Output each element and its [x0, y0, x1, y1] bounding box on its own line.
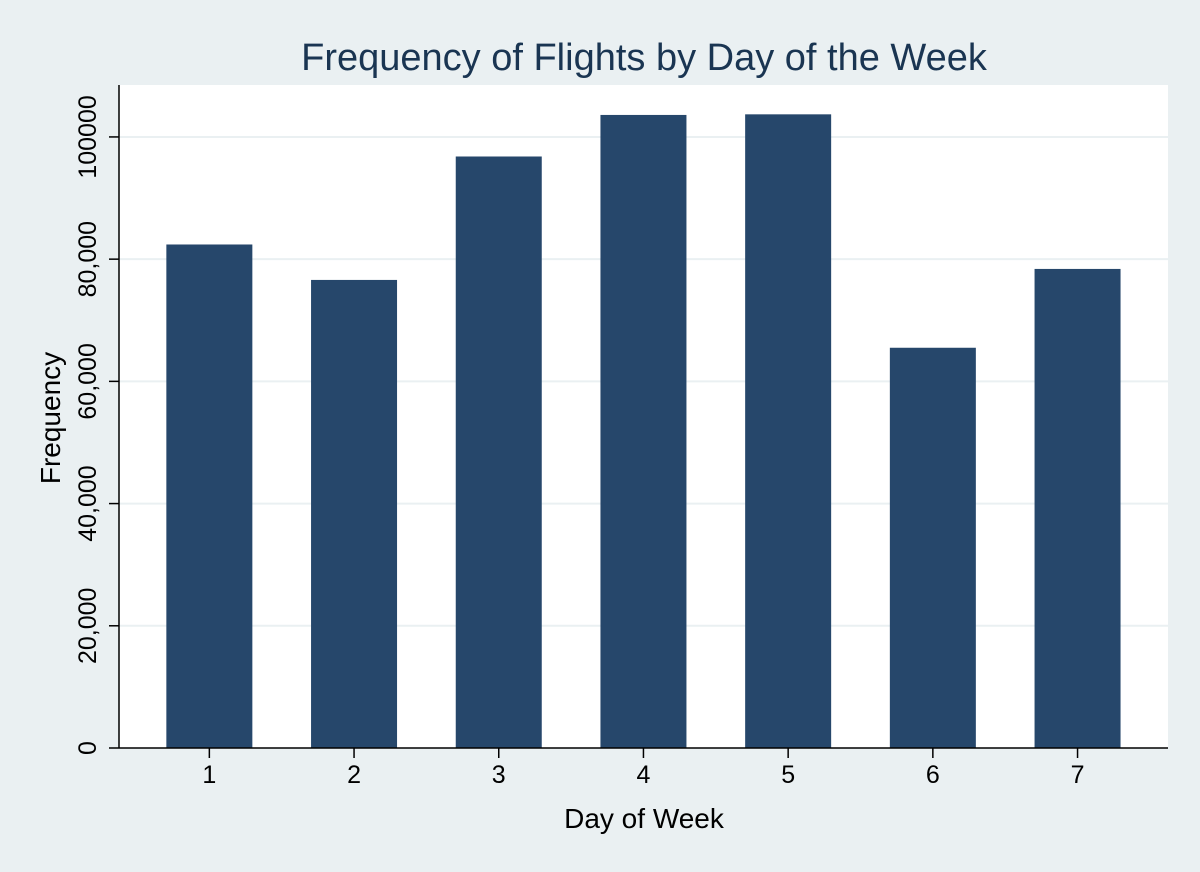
y-tick-label: 0 [74, 741, 102, 755]
chart-title: Frequency of Flights by Day of the Week [301, 37, 988, 79]
x-axis-ticks: 1 2 3 4 5 6 7 [202, 748, 1085, 789]
x-tick-label-5: 5 [781, 761, 795, 789]
x-tick-label-6: 6 [926, 761, 940, 789]
y-tick-label: 100000 [74, 95, 102, 178]
bars [166, 114, 1121, 749]
x-tick-label-1: 1 [202, 761, 216, 789]
bar-7 [1034, 268, 1121, 748]
bar-6 [889, 347, 976, 748]
x-tick-label-3: 3 [492, 761, 506, 789]
bar-5 [745, 114, 832, 749]
y-axis-ticks: 0 20,000 40,000 60,000 80,000 100000 [74, 95, 119, 755]
bar-2 [311, 279, 398, 748]
x-axis-title: Day of Week [564, 803, 725, 834]
x-tick-label-2: 2 [347, 761, 361, 789]
y-tick-label: 40,000 [74, 465, 102, 541]
bar-1 [166, 244, 253, 748]
x-tick-label-7: 7 [1071, 761, 1085, 789]
y-tick-label: 60,000 [74, 343, 102, 419]
y-axis-title: Frequency [35, 352, 66, 484]
y-tick-label: 80,000 [74, 221, 102, 297]
x-tick-label-4: 4 [636, 761, 650, 789]
bar-4 [600, 114, 687, 748]
bar-3 [455, 156, 542, 748]
y-tick-label: 20,000 [74, 588, 102, 664]
